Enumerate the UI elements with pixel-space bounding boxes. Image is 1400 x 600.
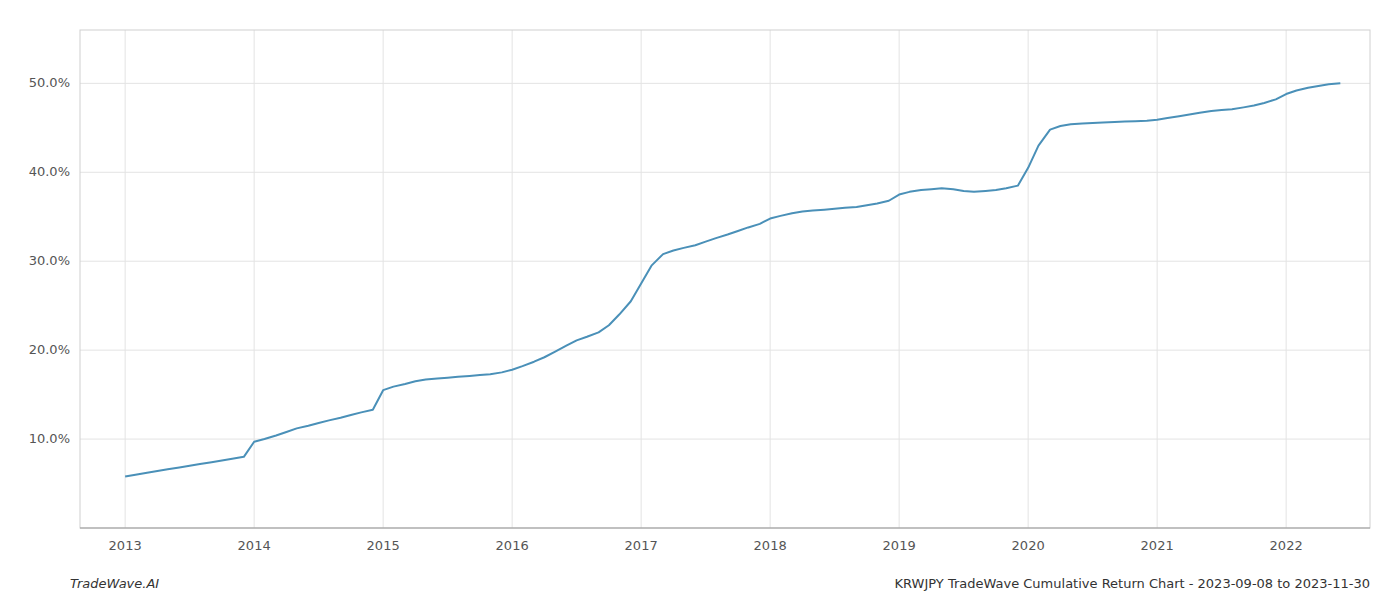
y-grid-line (80, 261, 1370, 262)
x-grid-line (770, 30, 771, 528)
x-tick-label: 2013 (109, 538, 142, 553)
y-tick-label: 20.0% (29, 342, 70, 357)
y-tick-label: 30.0% (29, 253, 70, 268)
x-tick-label: 2020 (1012, 538, 1045, 553)
y-tick-label: 50.0% (29, 75, 70, 90)
x-grid-line (899, 30, 900, 528)
x-grid-line (641, 30, 642, 528)
x-tick-label: 2016 (496, 538, 529, 553)
x-grid-line (1028, 30, 1029, 528)
annotation-left: TradeWave.AI (70, 576, 159, 591)
plot-frame (80, 30, 1370, 528)
y-grid-line (80, 83, 1370, 84)
x-grid-line (1286, 30, 1287, 528)
y-tick-label: 40.0% (29, 164, 70, 179)
x-grid-line (383, 30, 384, 528)
x-axis-line (80, 528, 1370, 529)
x-tick-label: 2017 (625, 538, 658, 553)
chart-container: 10.0% 20.0% 30.0% 40.0% 50.0% 2013 2014 2015 201… (0, 0, 1400, 600)
y-grid-line (80, 172, 1370, 173)
x-tick-label: 2021 (1141, 538, 1174, 553)
x-grid-line (254, 30, 255, 528)
annotation-right: KRWJPY TradeWave Cumulative Return Chart… (895, 576, 1370, 591)
x-tick-label: 2015 (367, 538, 400, 553)
x-tick-label: 2018 (754, 538, 787, 553)
annotations: TradeWave.AI KRWJPY TradeWave Cumulative … (70, 576, 1370, 591)
x-tick-label: 2022 (1270, 538, 1303, 553)
chart-svg: 10.0% 20.0% 30.0% 40.0% 50.0% 2013 2014 2015 201… (0, 0, 1400, 600)
x-grid-line (512, 30, 513, 528)
axes: 10.0% 20.0% 30.0% 40.0% 50.0% 2013 2014 2015 201… (29, 30, 1370, 553)
x-grid-line (125, 30, 126, 528)
data-line (125, 83, 1340, 476)
x-tick-label: 2014 (238, 538, 271, 553)
y-tick-label: 10.0% (29, 431, 70, 446)
y-grid-line (80, 350, 1370, 351)
data-group (125, 83, 1340, 476)
x-tick-label: 2019 (883, 538, 916, 553)
x-grid-line (1157, 30, 1158, 528)
y-grid-line (80, 439, 1370, 440)
grid (80, 30, 1370, 528)
